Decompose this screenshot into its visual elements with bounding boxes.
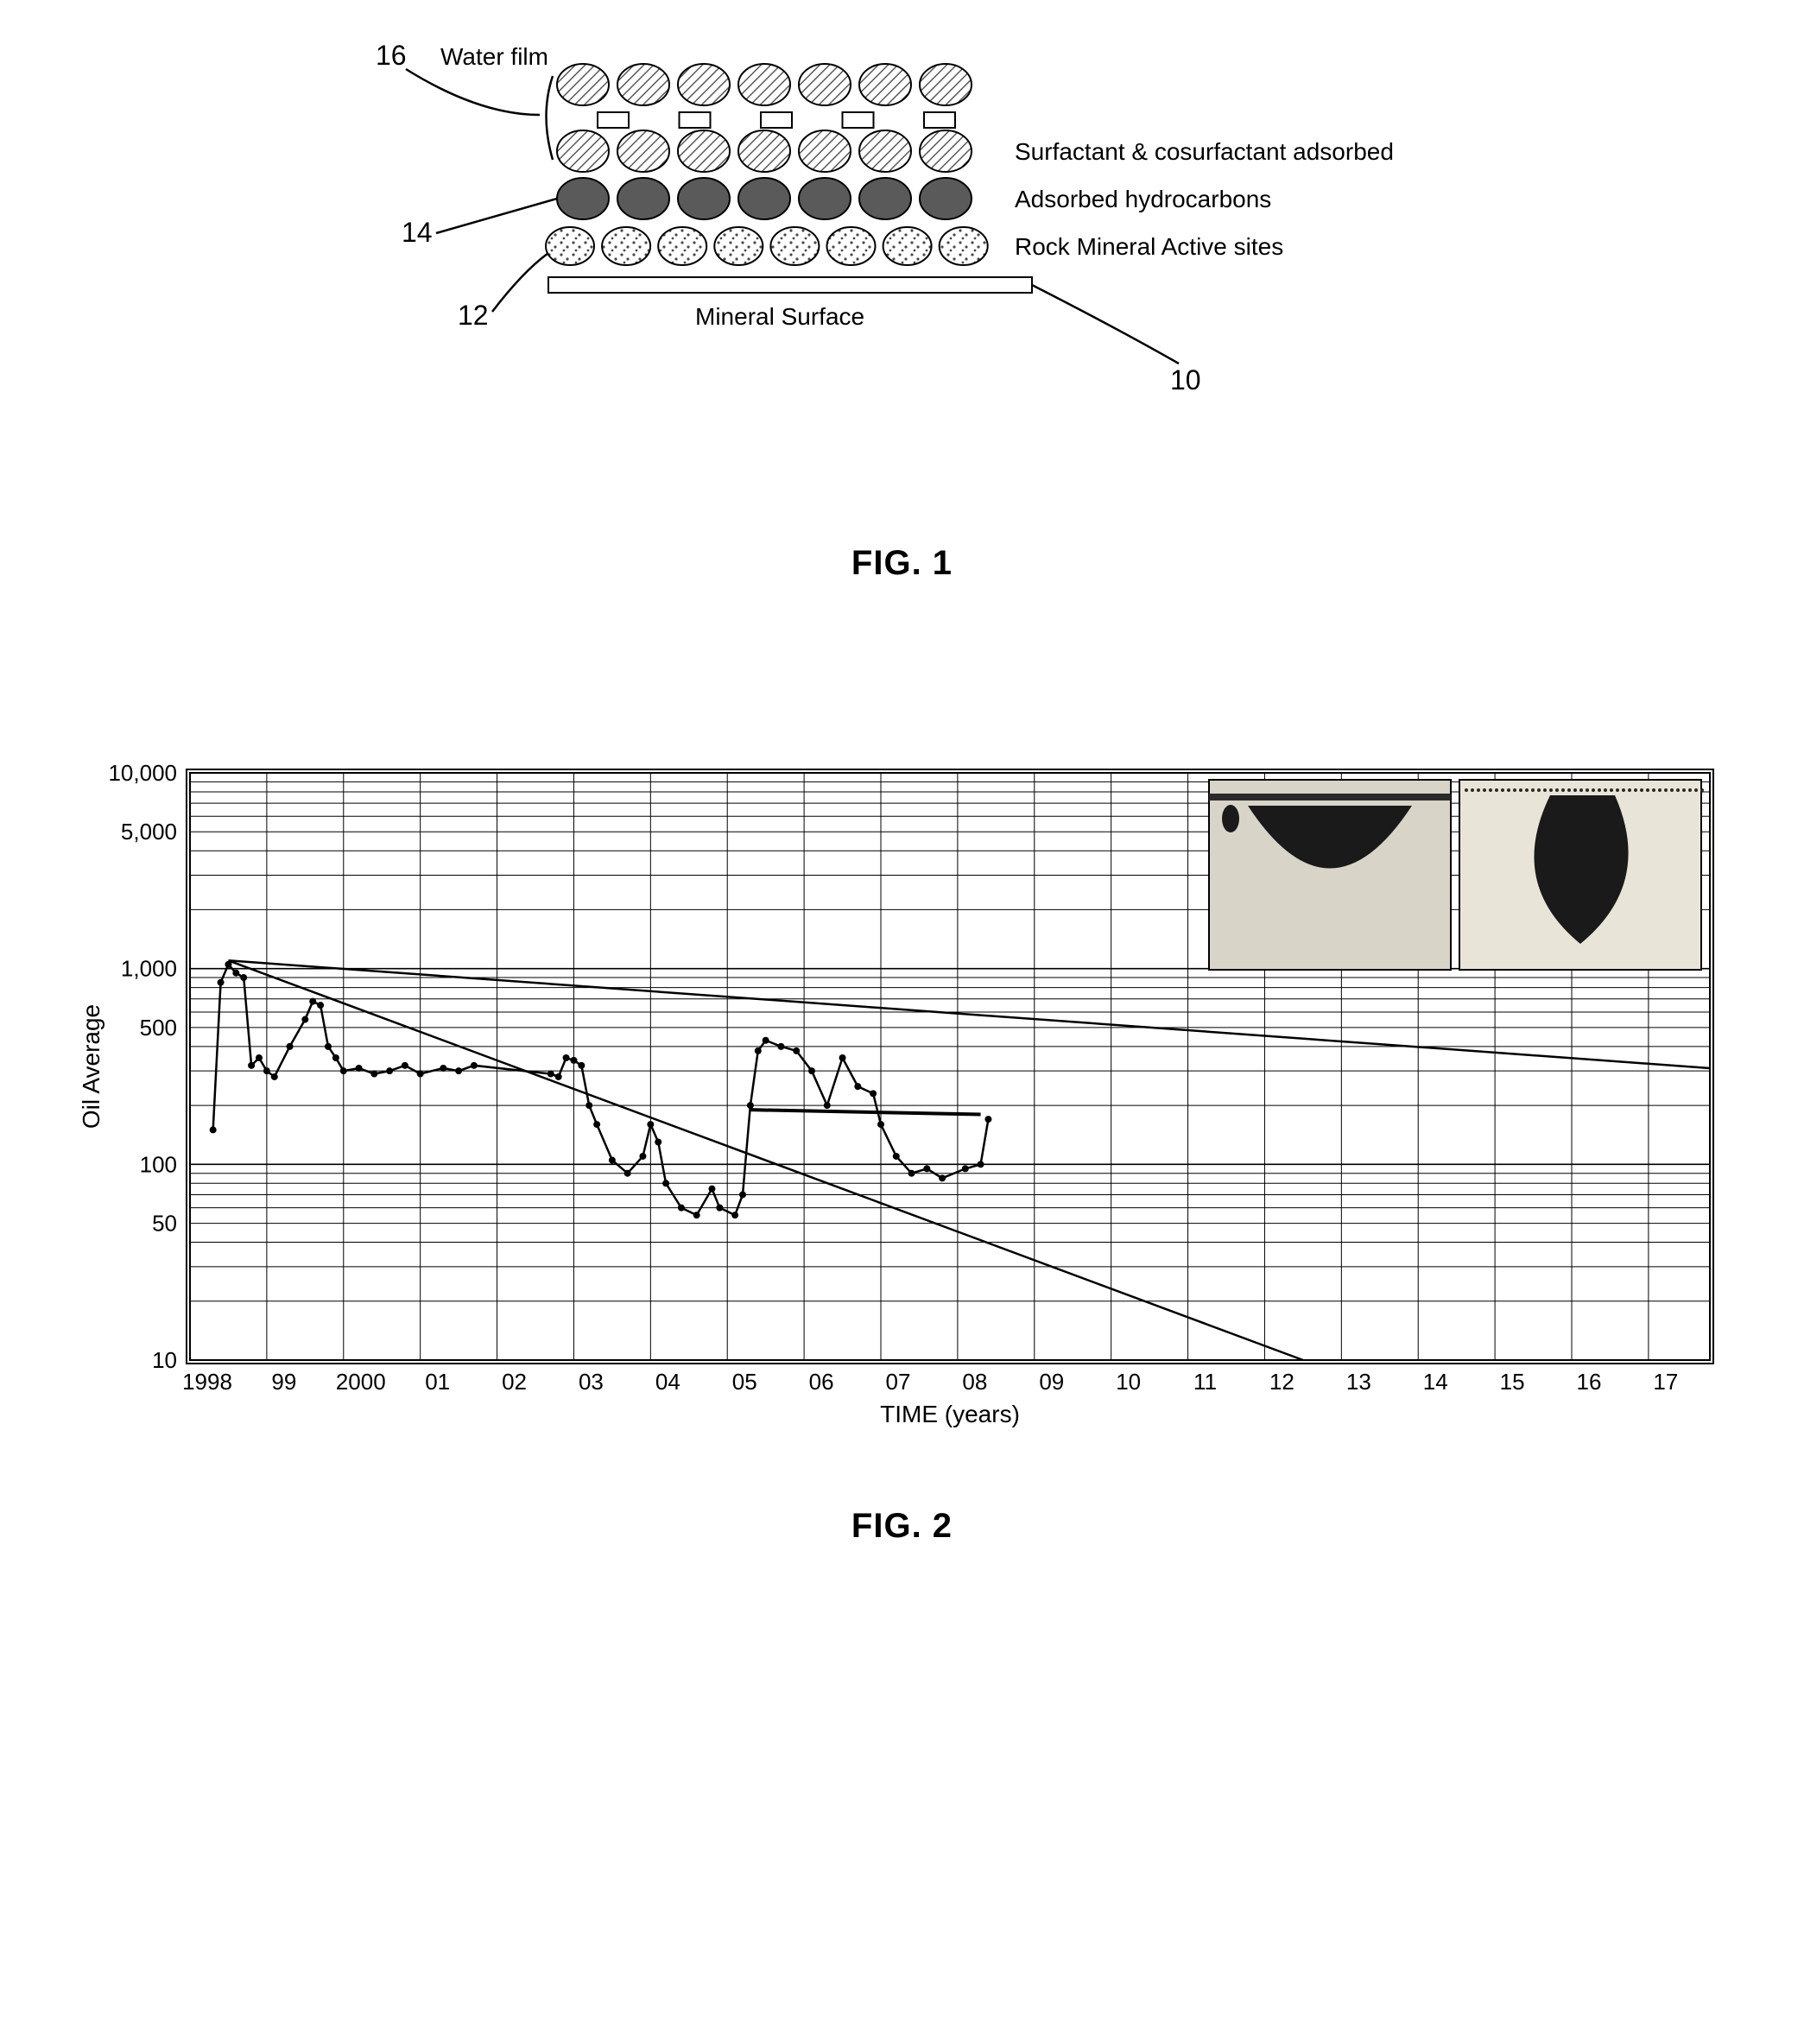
svg-text:12: 12 xyxy=(1269,1369,1294,1395)
svg-text:12: 12 xyxy=(458,300,489,331)
svg-text:500: 500 xyxy=(139,1015,176,1041)
svg-text:Mineral Surface: Mineral Surface xyxy=(695,303,864,330)
svg-text:10: 10 xyxy=(1170,364,1201,396)
svg-text:02: 02 xyxy=(502,1369,527,1395)
svg-text:1998: 1998 xyxy=(182,1369,232,1395)
svg-text:14: 14 xyxy=(1422,1369,1447,1395)
fig2-chart: 10 50 100 500 1,000 5,000 10,000 1998 99 2000 01 02… xyxy=(65,756,1740,1446)
svg-text:Water film: Water film xyxy=(440,43,548,70)
svg-text:5,000: 5,000 xyxy=(120,819,176,845)
svg-text:17: 17 xyxy=(1653,1369,1678,1395)
svg-text:14: 14 xyxy=(402,217,433,248)
svg-text:Adsorbed hydrocarbons: Adsorbed hydrocarbons xyxy=(1015,186,1271,212)
fig1-label: FIG. 1 xyxy=(851,544,953,583)
svg-text:15: 15 xyxy=(1499,1369,1524,1395)
svg-text:11: 11 xyxy=(1193,1369,1217,1395)
figure-2: 10 50 100 500 1,000 5,000 10,000 1998 99 2000 01 02… xyxy=(65,756,1740,1546)
svg-text:01: 01 xyxy=(425,1369,450,1395)
svg-text:04: 04 xyxy=(655,1369,680,1395)
svg-text:13: 13 xyxy=(1345,1369,1370,1395)
svg-text:08: 08 xyxy=(962,1369,987,1395)
svg-text:50: 50 xyxy=(152,1211,177,1237)
figure-1: Surfactant & cosurfactant adsorbed Adsorb… xyxy=(341,35,1464,583)
fig1-diagram: Surfactant & cosurfactant adsorbed Adsorb… xyxy=(341,35,1464,484)
svg-text:2000: 2000 xyxy=(335,1369,385,1395)
svg-text:10,000: 10,000 xyxy=(108,760,177,786)
svg-text:07: 07 xyxy=(885,1369,910,1395)
svg-text:09: 09 xyxy=(1039,1369,1064,1395)
fig2-label: FIG. 2 xyxy=(851,1507,953,1546)
svg-text:100: 100 xyxy=(139,1151,176,1177)
svg-text:TIME (years): TIME (years) xyxy=(880,1401,1020,1427)
svg-text:16: 16 xyxy=(1576,1369,1601,1395)
svg-text:03: 03 xyxy=(578,1369,603,1395)
svg-text:Rock Mineral Active sites: Rock Mineral Active sites xyxy=(1015,233,1283,260)
svg-text:Surfactant & cosurfactant adso: Surfactant & cosurfactant adsorbed xyxy=(1015,138,1394,165)
svg-text:10: 10 xyxy=(1116,1369,1141,1395)
svg-text:05: 05 xyxy=(731,1369,756,1395)
svg-text:99: 99 xyxy=(271,1369,296,1395)
svg-text:Oil Average: Oil Average xyxy=(78,1004,104,1129)
svg-text:10: 10 xyxy=(152,1347,177,1373)
svg-text:1,000: 1,000 xyxy=(120,956,176,982)
svg-text:16: 16 xyxy=(376,40,407,71)
svg-text:06: 06 xyxy=(808,1369,833,1395)
